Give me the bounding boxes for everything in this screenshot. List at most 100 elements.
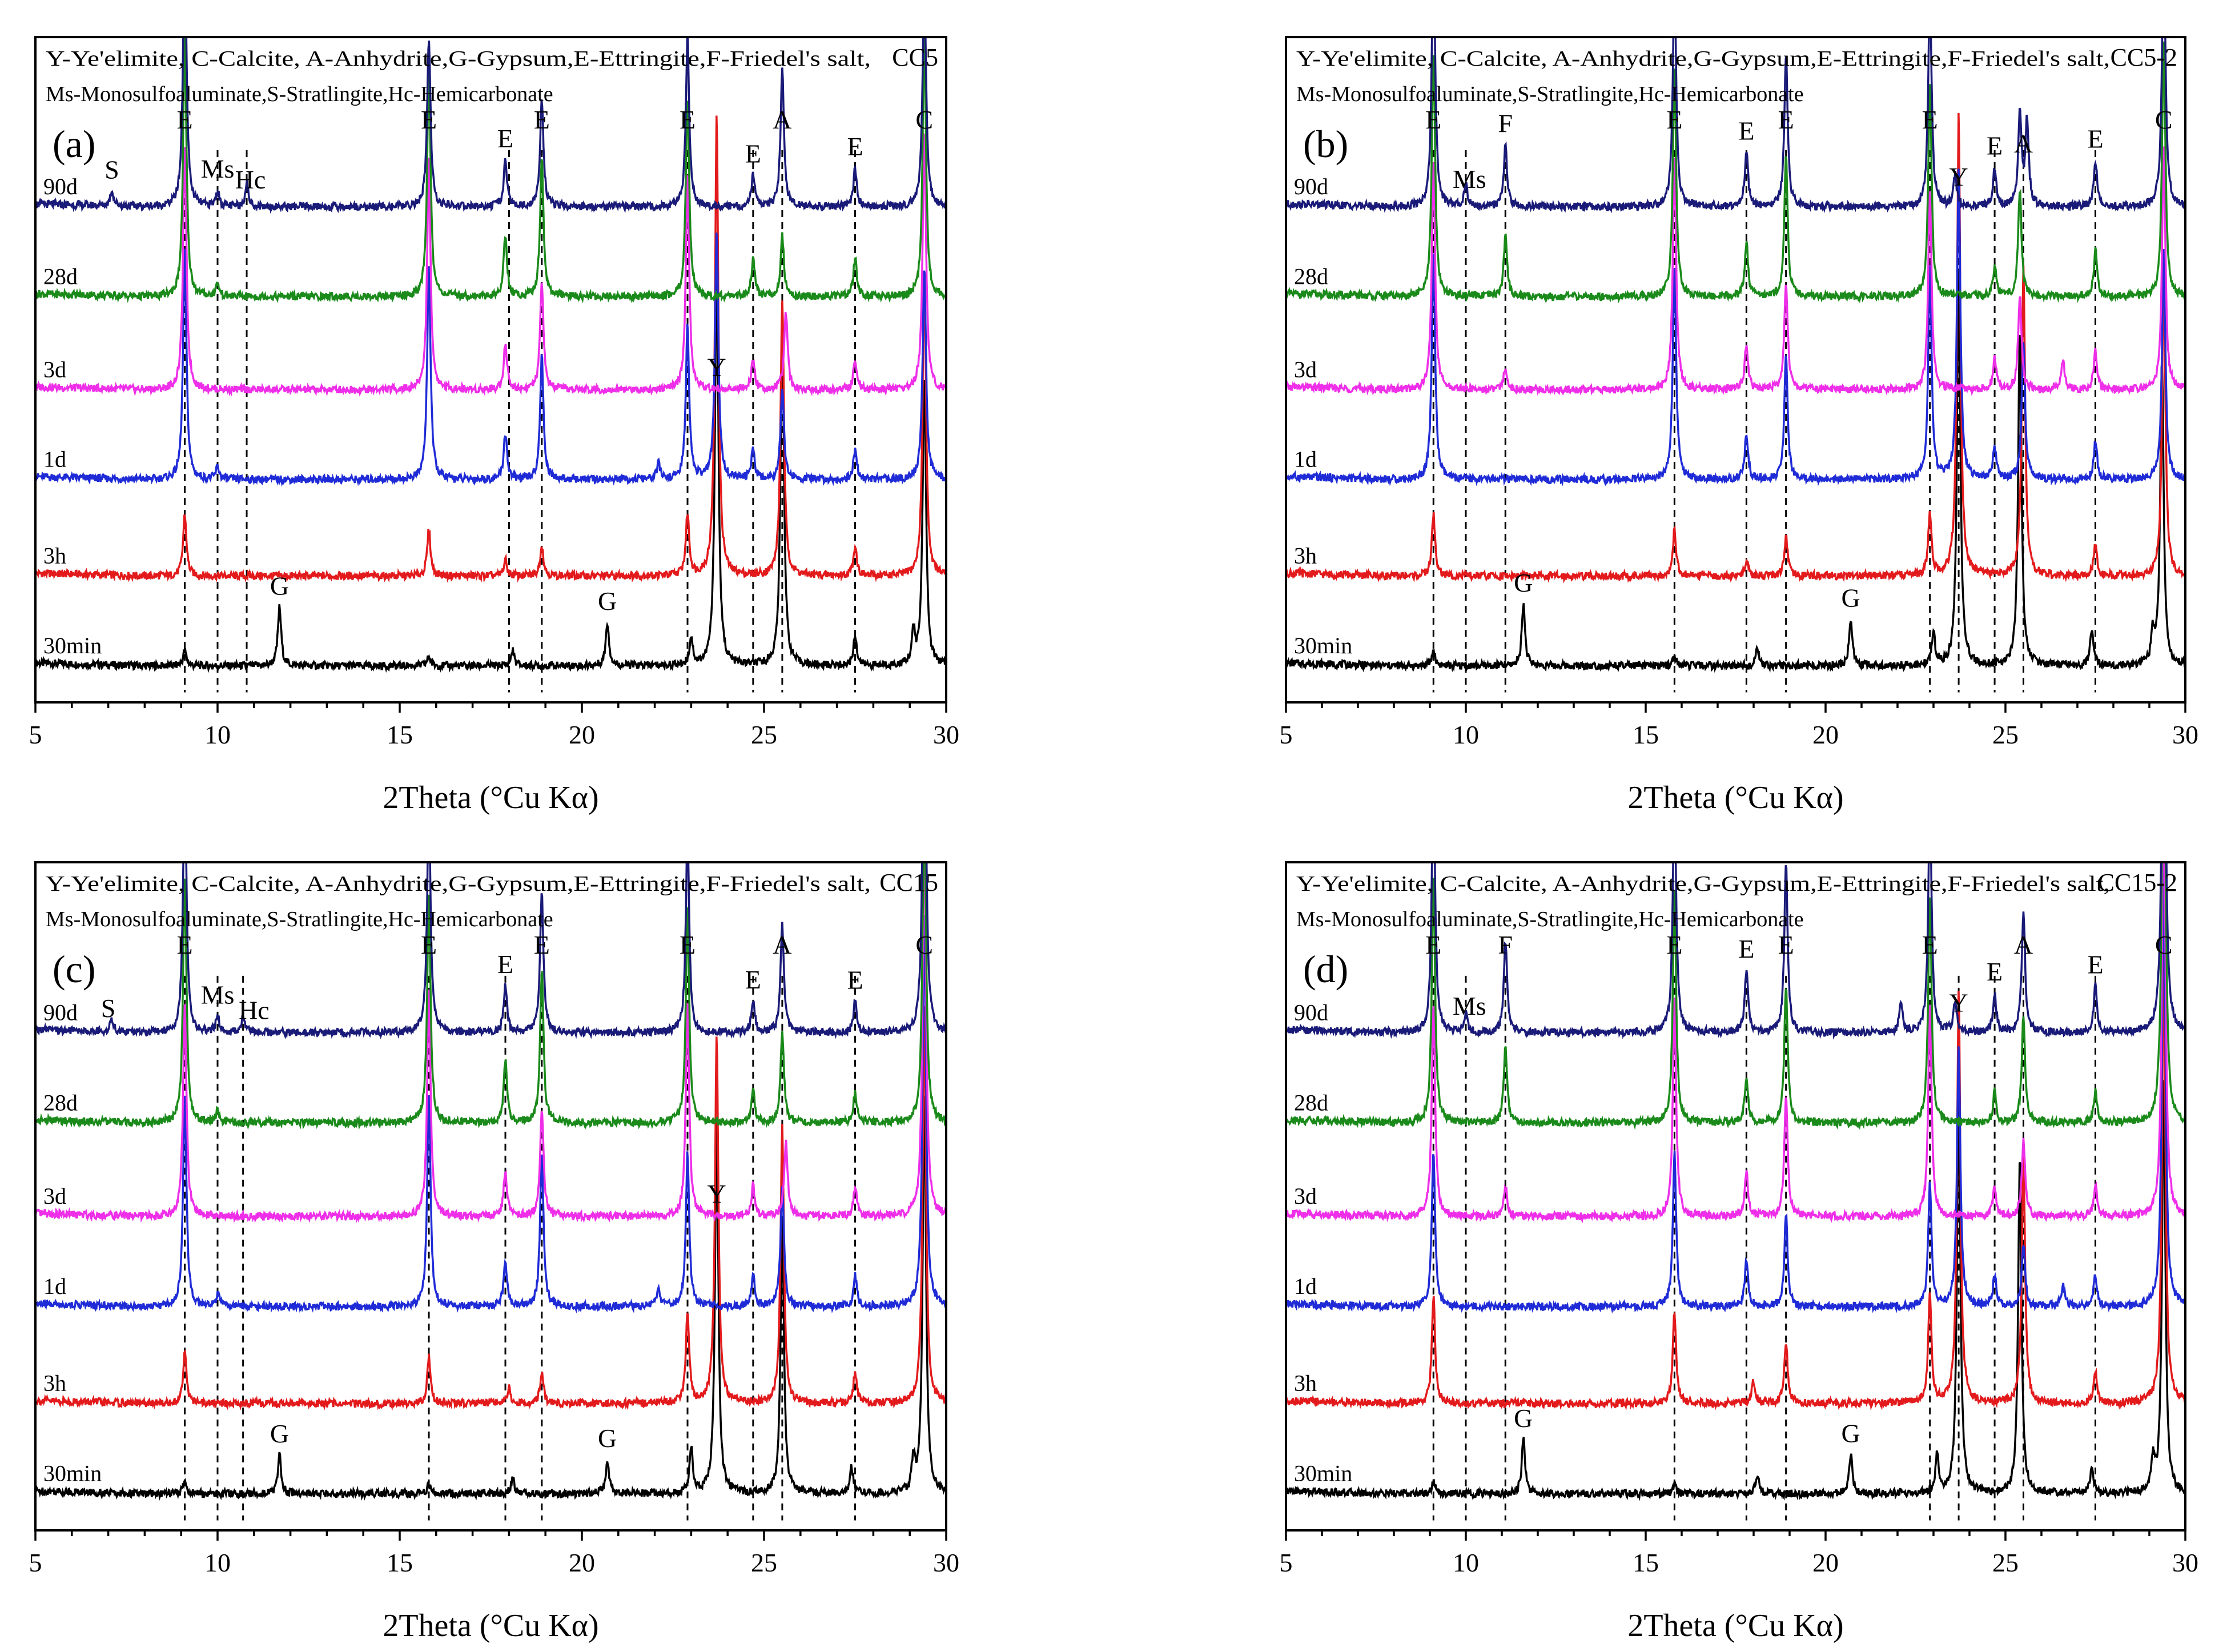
peak-label: A (2014, 930, 2033, 959)
axes-frame (1285, 861, 2186, 1532)
reference-lines (1432, 150, 2096, 693)
peak-label: E (745, 965, 761, 994)
row-label-90d: 90d (1294, 999, 1328, 1025)
peak-label: E (497, 124, 513, 153)
legend-line-1: Y-Ye'elimite, C-Calcite, A-Anhydrite,G-G… (1296, 872, 2110, 896)
peak-label: E (745, 139, 761, 168)
x-tick-label: 25 (751, 1548, 777, 1577)
x-tick-label: 5 (1280, 1548, 1293, 1577)
traces (1286, 862, 2185, 1501)
trace-3h (35, 115, 946, 583)
sample-id: CC15-2 (2098, 869, 2177, 897)
peak-label: E (1666, 105, 1682, 134)
x-tick-label: 20 (569, 720, 595, 749)
peak-label: E (534, 930, 550, 959)
axes-frame (34, 861, 947, 1532)
axes-frame (34, 36, 947, 704)
peak-label: G (598, 586, 617, 616)
legend-line-2: Ms-Monosulfoaluminate,S-Stratlingite,Hc-… (46, 82, 553, 106)
peak-label: Ms (201, 980, 235, 1009)
x-tick-label: 5 (29, 720, 42, 749)
panel-letter: (a) (53, 122, 95, 166)
row-label-28d: 28d (43, 1090, 78, 1115)
peak-label: F (1498, 109, 1513, 138)
x-tick-label: 30 (933, 720, 959, 749)
peak-label: E (2087, 950, 2103, 979)
traces (35, 862, 946, 1501)
legend-line-2: Ms-Monosulfoaluminate,S-Stratlingite,Hc-… (1296, 82, 1804, 106)
panel-c: 30min 3h 1d 3d 28d 90d 5 10 15 20 25 30 2Theta (°Cu … (29, 861, 959, 1643)
trace-28d (35, 37, 946, 304)
peak-label: Hc (235, 165, 266, 194)
peak-label: E (680, 105, 696, 134)
row-label-3d: 3d (1294, 356, 1317, 382)
x-tick-label: 10 (1453, 720, 1479, 749)
peak-label: E (421, 930, 437, 959)
x-tick-label: 5 (29, 1548, 42, 1577)
peak-label: E (1666, 930, 1682, 959)
peak-label: C (915, 930, 933, 959)
peak-label: E (421, 105, 437, 134)
x-tick-label: 10 (204, 720, 231, 749)
peak-label: Y (707, 352, 726, 381)
peak-label: Hc (239, 996, 270, 1025)
x-axis-label: 2Theta (°Cu Kα) (1627, 1608, 1843, 1643)
peak-label: E (847, 132, 863, 161)
peak-label: E (1778, 105, 1794, 134)
peak-label: E (534, 105, 550, 134)
trace-3d (35, 862, 946, 1224)
peak-label: A (773, 105, 791, 134)
x-axis: 5 10 15 20 25 30 (29, 1530, 959, 1577)
trace-30min (1286, 268, 2185, 673)
row-label-1d: 1d (43, 1273, 66, 1299)
panel-b: 30min 3h 1d 3d 28d 90d 5 10 15 20 25 30 2Theta (°Cu … (1280, 36, 2198, 815)
peak-label: C (2155, 930, 2173, 959)
peak-label: E (177, 105, 193, 134)
x-tick-label: 25 (1992, 720, 2019, 749)
reference-lines (1432, 975, 2096, 1521)
sample-id: CC5 (892, 43, 938, 71)
row-label-3h: 3h (1294, 543, 1317, 569)
peak-label: E (1922, 105, 1938, 134)
peak-label: E (1425, 930, 1441, 959)
row-label-28d: 28d (1294, 1090, 1328, 1115)
peak-label: E (177, 930, 193, 959)
x-tick-label: 30 (933, 1548, 959, 1577)
panel-letter: (d) (1303, 947, 1348, 991)
x-axis: 5 10 15 20 25 30 (1280, 1530, 2198, 1577)
x-tick-label: 15 (1633, 1548, 1659, 1577)
peak-label: Ms (1453, 991, 1486, 1020)
panel-d: 30min 3h 1d 3d 28d 90d 5 10 15 20 25 30 2Theta (°Cu … (1280, 861, 2198, 1643)
trace-3h (1286, 112, 2185, 584)
peak-label: S (104, 155, 119, 184)
legend-line-2: Ms-Monosulfoaluminate,S-Stratlingite,Hc-… (1296, 907, 1804, 931)
row-label-1d: 1d (1294, 1273, 1317, 1299)
x-tick-label: 15 (387, 1548, 413, 1577)
peak-label: C (915, 105, 933, 134)
x-tick-label: 5 (1280, 720, 1293, 749)
trace-1d (1286, 168, 2185, 487)
row-label-3h: 3h (43, 543, 66, 569)
trace-3d (35, 131, 946, 397)
panel-letter: (b) (1303, 122, 1348, 166)
row-label-3h: 3h (1294, 1370, 1317, 1396)
sample-id: CC5-2 (2111, 43, 2177, 71)
peak-label: Y (1949, 162, 1968, 191)
peak-label: A (2014, 129, 2033, 158)
trace-3h (35, 1006, 946, 1411)
row-label-3d: 3d (1294, 1183, 1317, 1209)
trace-30min (1286, 1078, 2185, 1501)
trace-90d (1286, 37, 2185, 214)
peak-label: Y (1949, 988, 1968, 1017)
x-tick-label: 30 (2172, 720, 2198, 749)
peak-label: G (1841, 584, 1860, 613)
trace-3h (1286, 947, 2185, 1410)
x-tick-label: 15 (1633, 720, 1659, 749)
legend-line-1: Y-Ye'elimite, C-Calcite, A-Anhydrite,G-G… (1296, 47, 2110, 71)
peak-label: E (1987, 957, 2003, 986)
peak-label: E (1922, 930, 1938, 959)
x-axis: 5 10 15 20 25 30 (1280, 702, 2198, 749)
legend-line-1: Y-Ye'elimite, C-Calcite, A-Anhydrite,G-G… (46, 47, 871, 71)
row-label-30min: 30min (43, 1461, 102, 1486)
